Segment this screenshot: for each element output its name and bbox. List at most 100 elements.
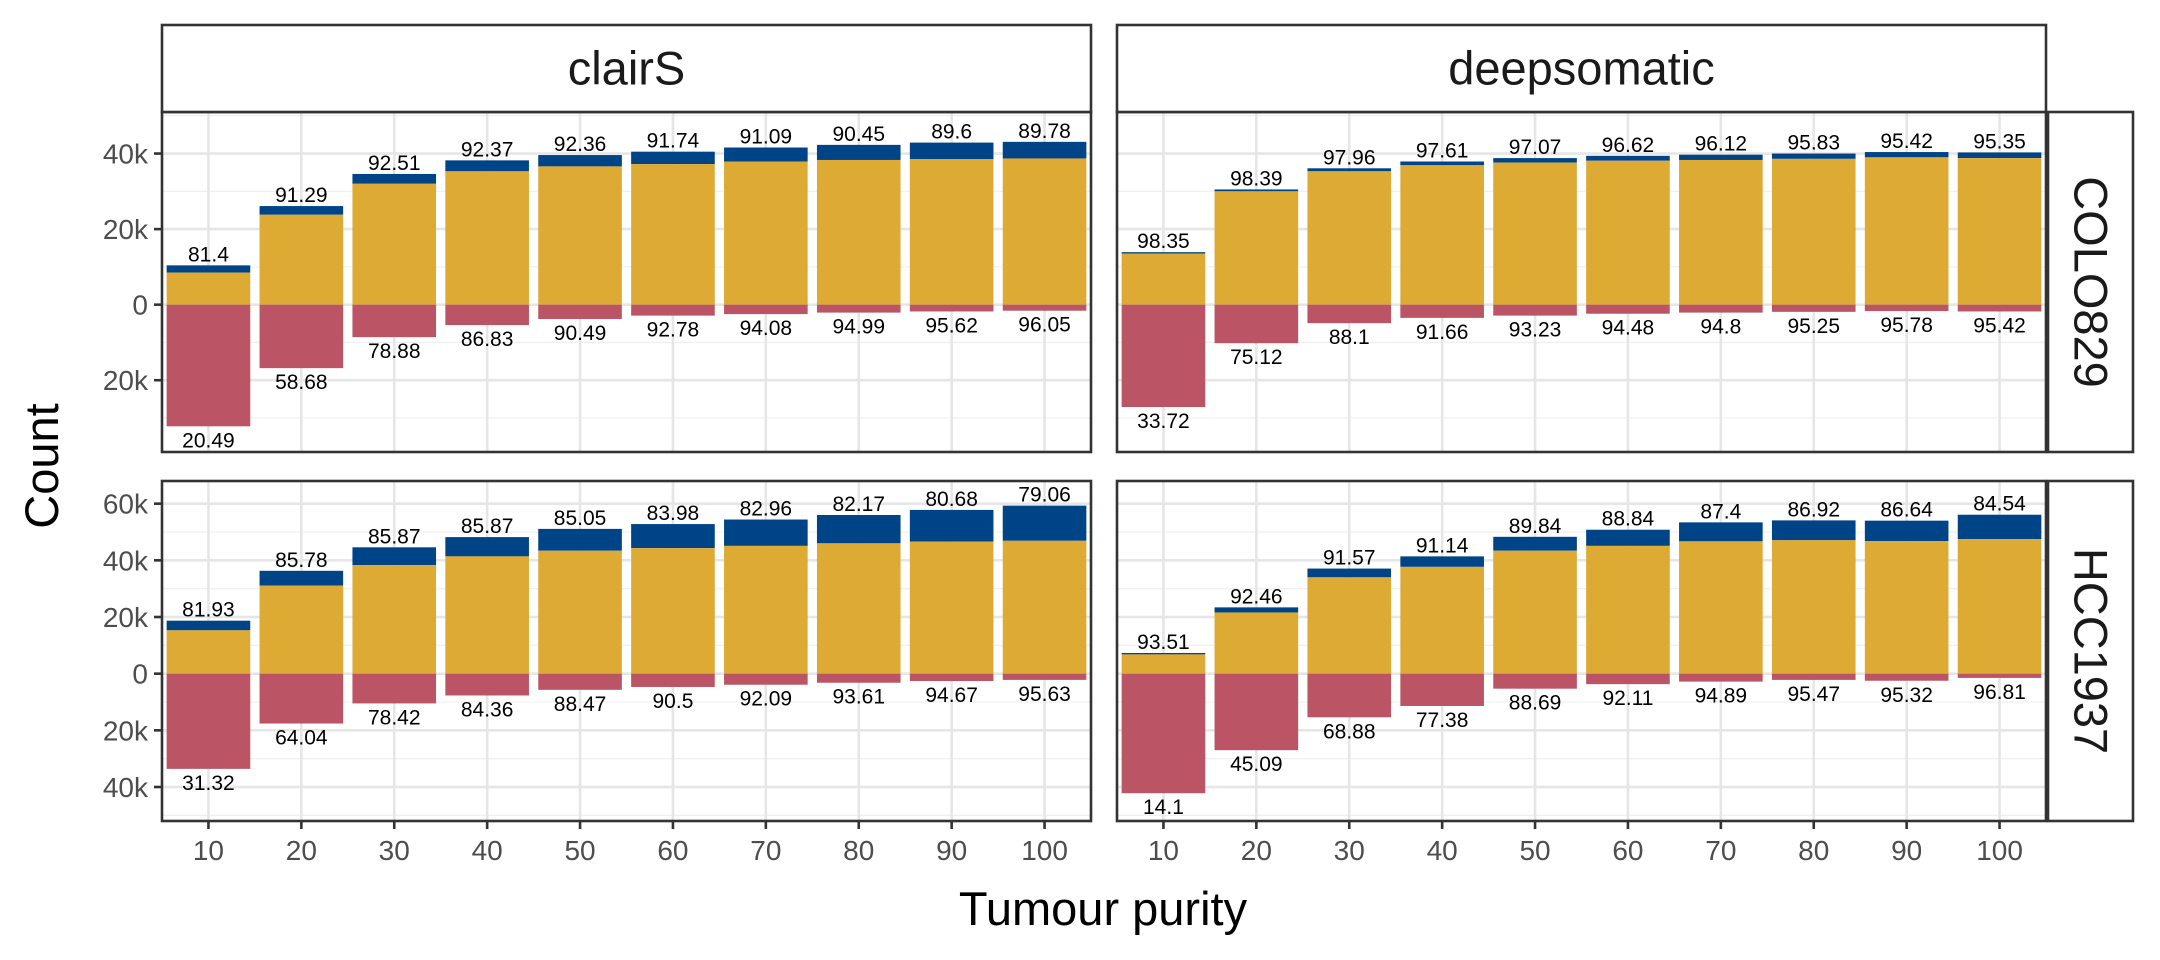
bar-top-segment	[1307, 568, 1392, 578]
x-tick-label: 70	[750, 835, 781, 866]
bar-top-segment	[1586, 155, 1670, 161]
y-tick-label: 0	[132, 659, 148, 690]
strip-box	[2046, 479, 2135, 823]
bar-negative-label: 94.8	[1700, 316, 1741, 339]
panel-clairs-colo829: 81.4 20.49 91.29 58.68 92.51 78.88 92.37 86.83 9…	[103, 110, 1093, 454]
bar-top-segment	[445, 537, 529, 557]
bar-negative-segment	[1679, 673, 1763, 682]
bar-negative-segment	[166, 304, 251, 427]
bar-top-label: 92.51	[368, 152, 421, 175]
bar-negative-label: 95.47	[1787, 683, 1840, 706]
bar-negative-segment	[445, 673, 529, 696]
facet-strip-colo829: COLO829	[2046, 110, 2135, 454]
bar-top-label: 89.84	[1509, 515, 1562, 538]
bar-negative-label: 84.36	[461, 698, 514, 721]
bar-negative-label: 45.09	[1230, 753, 1283, 776]
bar-top-label: 96.62	[1602, 134, 1655, 157]
bar-negative-segment	[538, 673, 622, 690]
bar-mid-segment	[1679, 541, 1763, 674]
panel-border	[1115, 479, 2048, 823]
bar-top-segment	[816, 515, 901, 544]
bar-negative-label: 68.88	[1323, 720, 1376, 743]
facet-strip-deepsomatic: deepsomatic	[1115, 23, 2048, 114]
bar-negative-segment	[909, 304, 994, 312]
bar-top-segment	[1586, 529, 1670, 546]
x-tick-label: 20	[1241, 835, 1272, 866]
bar-top-segment	[1679, 522, 1763, 542]
bar-negative-segment	[631, 304, 715, 316]
bar-negative-label: 95.63	[1018, 683, 1071, 706]
bar-top-label: 89.6	[931, 121, 972, 144]
bar-negative-label: 78.42	[368, 706, 421, 729]
bar-negative-segment	[1586, 304, 1670, 314]
facet-strip-label: HCC1937	[2065, 548, 2118, 754]
bar-mid-segment	[259, 585, 344, 674]
bar-top-segment	[1400, 556, 1484, 567]
bar-top-segment	[259, 570, 344, 586]
bar-mid-segment	[1121, 654, 1206, 674]
bar-mid-segment	[1771, 158, 1856, 305]
bar-negative-segment	[352, 304, 437, 338]
bar-mid-segment	[352, 565, 437, 674]
bar-mid-segment	[631, 548, 715, 674]
bar-top-segment	[909, 509, 994, 542]
bar-mid-segment	[1493, 162, 1577, 305]
bar-negative-segment	[166, 673, 251, 769]
bar-top-segment	[724, 519, 808, 546]
bar-mid-segment	[631, 164, 715, 305]
bar-top-label: 97.96	[1323, 146, 1376, 169]
bar-negative-label: 94.99	[832, 316, 885, 339]
x-tick-label: 100	[1021, 835, 1068, 866]
bar-negative-label: 94.08	[740, 317, 793, 340]
bar-mid-segment	[1864, 541, 1949, 674]
panel-clairs-hcc1937: 81.93 31.32 85.78 64.04 85.87 78.42 85.87 84.36…	[103, 479, 1093, 866]
bar-negative-label: 75.12	[1230, 346, 1283, 369]
bar-negative-label: 88.69	[1509, 692, 1562, 715]
x-tick-label: 90	[1891, 835, 1922, 866]
bar-mid-segment	[352, 183, 437, 305]
bar-top-label: 95.83	[1787, 132, 1840, 155]
bar-mid-segment	[538, 166, 622, 305]
bar-top-label: 88.84	[1602, 508, 1655, 531]
panel-border	[160, 479, 1093, 823]
x-tick-label: 100	[1976, 835, 2023, 866]
bar-mid-segment	[909, 541, 994, 674]
bar-negative-label: 14.1	[1143, 796, 1184, 819]
bar-negative-segment	[724, 304, 808, 315]
facet-strip-label: clairS	[568, 42, 686, 95]
bar-top-label: 86.92	[1787, 498, 1840, 521]
bar-negative-label: 90.49	[554, 322, 607, 345]
bar-negative-segment	[259, 673, 344, 724]
strips-layer: clairS deepsomatic COLO829 HCC1937	[160, 23, 2135, 823]
bar-top-label: 98.39	[1230, 167, 1283, 190]
panels-layer: 81.4 20.49 91.29 58.68 92.51 78.88 92.37 86.83 9…	[103, 110, 2048, 866]
strip-box	[1115, 23, 2048, 114]
bar-mid-segment	[816, 543, 901, 674]
bar-top-label: 92.36	[554, 133, 607, 156]
bar-negative-segment	[1864, 304, 1949, 312]
bar-negative-label: 94.67	[925, 684, 978, 707]
bar-top-label: 85.87	[368, 525, 421, 548]
x-tick-label: 90	[936, 835, 967, 866]
bar-negative-segment	[1864, 673, 1949, 681]
bar-negative-label: 91.66	[1416, 321, 1469, 344]
bar-top-segment	[1002, 505, 1087, 541]
bar-negative-label: 94.48	[1602, 317, 1655, 340]
bar-top-segment	[166, 265, 251, 273]
bar-negative-segment	[1493, 673, 1577, 689]
bar-negative-label: 95.32	[1880, 684, 1933, 707]
bar-negative-label: 90.5	[653, 690, 694, 713]
bar-negative-label: 96.81	[1973, 681, 2026, 704]
bar-mid-segment	[1957, 539, 2042, 674]
bar-top-label: 85.78	[275, 549, 328, 572]
bar-negative-segment	[1121, 673, 1206, 794]
bar-negative-segment	[724, 673, 808, 685]
bar-negative-label: 31.32	[182, 772, 235, 795]
bar-negative-label: 88.1	[1329, 326, 1370, 349]
bar-top-segment	[166, 620, 251, 631]
bar-negative-segment	[816, 304, 901, 313]
bar-mid-segment	[909, 159, 994, 305]
bar-negative-label: 95.25	[1787, 315, 1840, 338]
bar-top-segment	[631, 524, 715, 549]
bar-negative-segment	[1002, 304, 1087, 311]
